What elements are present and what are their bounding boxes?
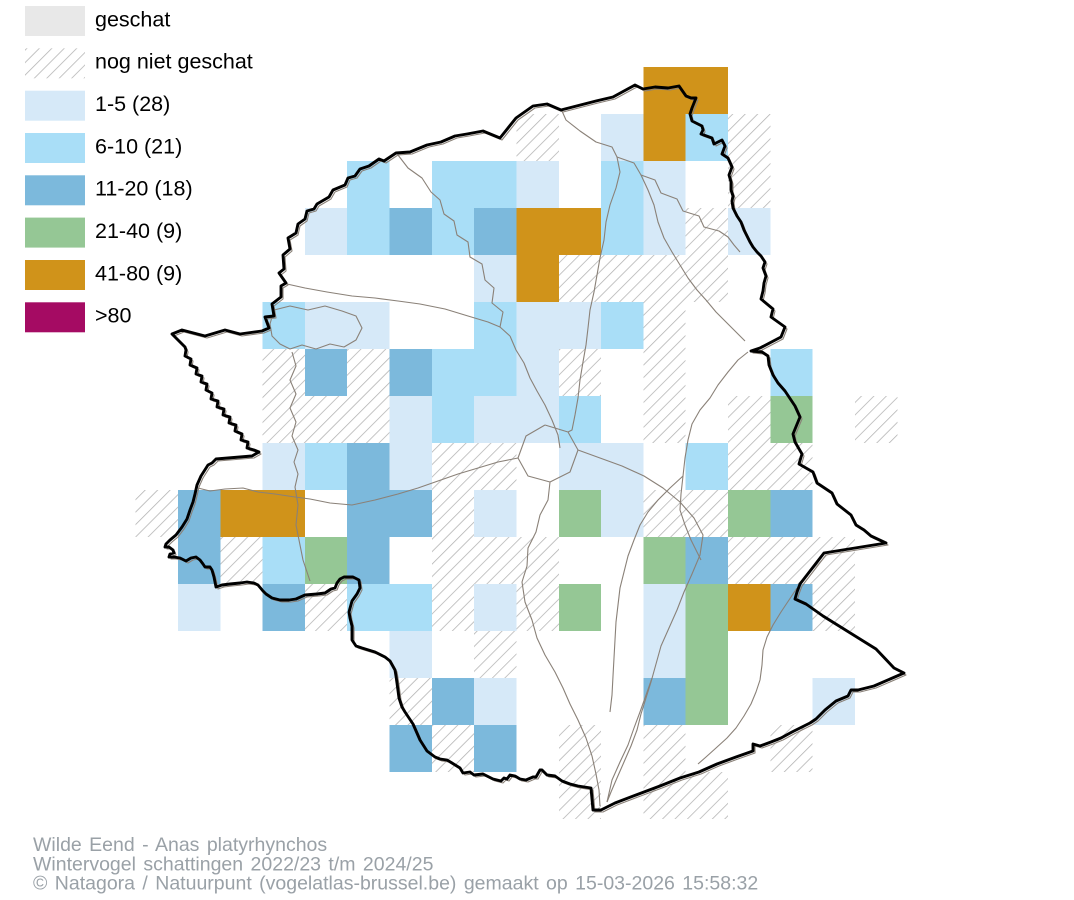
svg-text:© Natagora / Natuurpunt (vogel: © Natagora / Natuurpunt (vogelatlas-brus…	[33, 873, 758, 895]
svg-text:Wilde Eend - Anas platyrhyncho: Wilde Eend - Anas platyrhynchos	[33, 834, 327, 856]
svg-text:41-80 (9): 41-80 (9)	[95, 261, 182, 285]
svg-text:11-20 (18): 11-20 (18)	[95, 177, 193, 201]
svg-text:6-10 (21): 6-10 (21)	[95, 134, 182, 158]
svg-text:geschat: geschat	[95, 7, 170, 31]
svg-text:1-5 (28): 1-5 (28)	[95, 92, 170, 116]
svg-text:21-40 (9): 21-40 (9)	[95, 219, 182, 243]
svg-text:Wintervogel schattingen 2022/2: Wintervogel schattingen 2022/23 t/m 2024…	[33, 853, 434, 875]
svg-text:>80: >80	[95, 304, 132, 328]
svg-text:nog niet geschat: nog niet geschat	[95, 50, 253, 74]
